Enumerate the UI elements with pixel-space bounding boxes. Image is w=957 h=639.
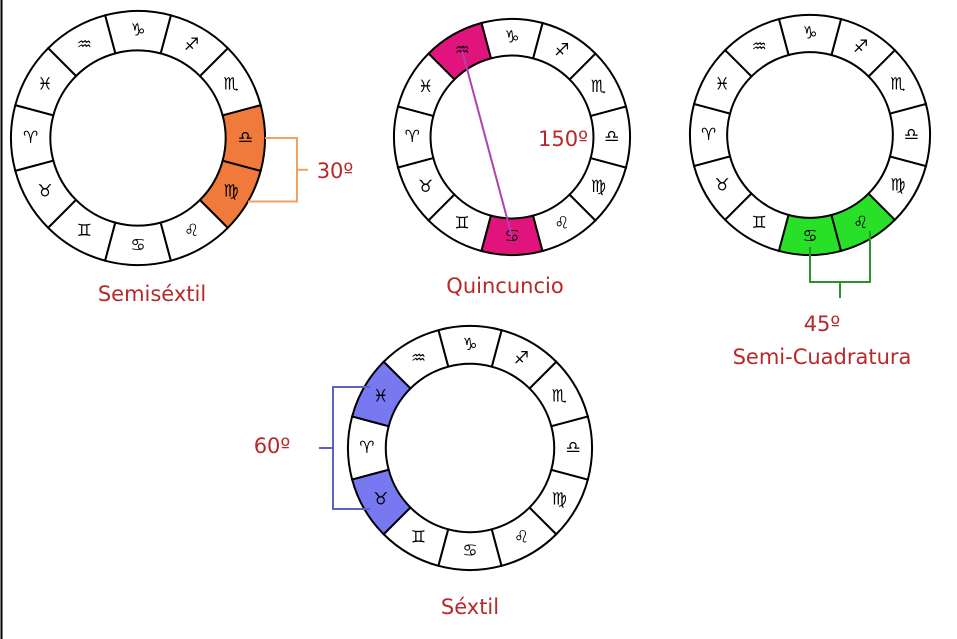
sign-glyph: ♓ [715,74,730,94]
sign-sector [221,103,266,173]
sign-glyph: ♈ [359,438,374,458]
sign-sector [382,506,450,568]
sign-glyph: ♎ [604,127,619,147]
sign-glyph: ♐ [554,41,569,61]
sign-sector [103,221,173,266]
sign-sector [830,17,897,78]
sign-glyph: ♋ [130,235,145,255]
sign-sector [350,360,412,428]
sign-glyph: ♓ [418,77,433,97]
sign-glyph: ♈ [701,125,716,145]
sign-sector [490,506,558,568]
aspect-name: Séxtil [441,595,499,619]
sign-sector [550,415,593,481]
sign-sector [830,192,897,253]
sign-glyph: ♏ [552,386,567,406]
sign-glyph: ♑ [802,24,817,44]
sign-sector [14,46,78,117]
angle-label: 30º [317,159,354,183]
sign-sector [723,17,790,78]
sign-glyph: ♓ [37,74,52,94]
sign-sector [437,325,503,368]
sign-sector [350,468,412,536]
angle-label: 60º [254,434,291,458]
sign-glyph: ♉ [373,490,388,510]
sign-glyph: ♈ [23,128,38,148]
sign-sector [867,155,928,222]
aspect-line [461,50,513,237]
sign-glyph: ♒ [752,37,767,57]
sign-glyph: ♊ [411,527,426,547]
sign-sector [396,52,456,118]
sign-sector [528,360,590,428]
sign-sector [692,155,753,222]
sign-sector [14,159,78,230]
sign-glyph: ♑ [130,21,145,41]
sign-sector [198,159,262,230]
sign-sector [46,198,117,262]
sign-glyph: ♒ [411,349,426,369]
sign-glyph: ♏ [890,74,905,94]
sign-glyph: ♍ [890,176,905,196]
sign-glyph: ♉ [418,177,433,197]
sign-sector [723,192,790,253]
sign-glyph: ♉ [37,182,52,202]
sign-glyph: ♊ [455,213,470,233]
sign-sector [198,46,262,117]
sign-glyph: ♍ [591,177,606,197]
sign-glyph: ♐ [853,37,868,57]
angle-label: 45º [804,312,841,336]
sign-sector [103,10,173,55]
sign-sector [589,105,631,169]
sign-glyph: ♈ [405,127,420,147]
sign-sector [382,328,450,390]
sign-glyph: ♏ [223,74,238,94]
sign-glyph: ♎ [565,438,580,458]
sign-sector [568,52,628,118]
sign-sector [427,193,493,253]
sign-glyph: ♐ [184,35,199,55]
sign-glyph: ♎ [238,128,253,148]
aspect-name: Semiséxtil [98,282,206,306]
sign-sector [490,328,558,390]
sign-sector [159,198,230,262]
sign-glyph: ♍ [552,490,567,510]
sign-glyph: ♊ [77,221,92,241]
aspect-name: Semi-Cuadratura [733,345,912,369]
sign-glyph: ♌ [184,221,199,241]
sign-glyph: ♌ [514,527,529,547]
sign-glyph: ♒ [77,35,92,55]
sign-glyph: ♌ [554,213,569,233]
sign-glyph: ♑ [462,335,477,355]
sign-glyph: ♊ [752,213,767,233]
sign-sector [777,14,843,57]
sign-glyph: ♉ [715,176,730,196]
sign-glyph: ♑ [504,27,519,47]
sign-glyph: ♋ [462,541,477,561]
sign-sector [888,102,931,168]
sign-sector [777,213,843,256]
sign-sector [692,48,753,115]
sign-sector [528,468,590,536]
sign-sector [531,193,597,253]
sign-glyph: ♏ [591,77,606,97]
angle-label: 150º [538,127,588,151]
sign-sector [159,14,230,78]
sign-glyph: ♍ [223,182,238,202]
sign-glyph: ♎ [904,125,919,145]
sign-glyph: ♋ [802,226,817,246]
aspect-name: Quincuncio [446,274,563,298]
sign-sector [396,156,456,222]
sign-sector [568,156,628,222]
sign-glyph: ♓ [373,386,388,406]
sign-sector [46,14,117,78]
sign-sector [437,528,503,571]
sign-glyph: ♐ [514,349,529,369]
sign-glyph: ♌ [853,213,868,233]
sign-sector [531,21,597,81]
sign-sector [480,18,544,60]
sign-sector [867,48,928,115]
